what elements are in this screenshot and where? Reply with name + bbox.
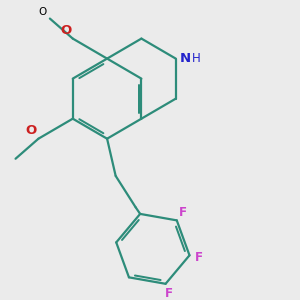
Text: F: F xyxy=(179,206,187,219)
Text: O: O xyxy=(26,124,37,137)
Text: F: F xyxy=(195,250,203,264)
Text: O: O xyxy=(60,24,71,37)
Text: N: N xyxy=(180,52,191,65)
Text: O: O xyxy=(39,7,47,17)
Text: H: H xyxy=(191,52,200,65)
Text: F: F xyxy=(165,287,173,300)
